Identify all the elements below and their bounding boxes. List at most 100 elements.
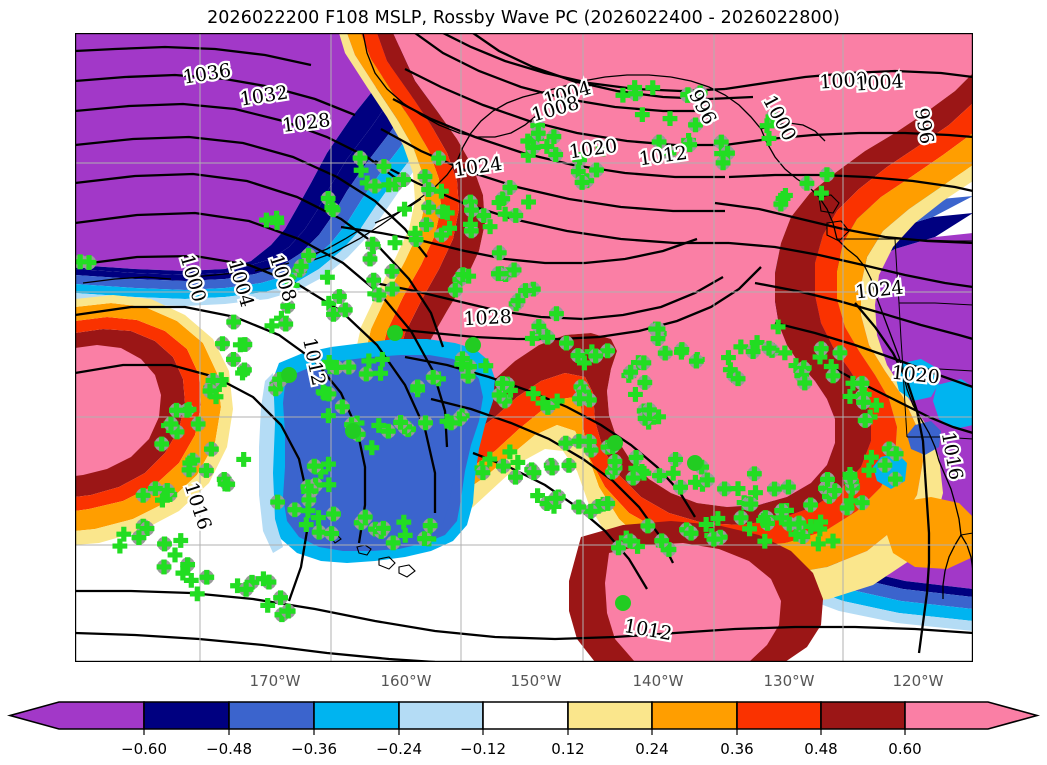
cross-marker-glyph: [169, 402, 184, 418]
cross-marker: [116, 526, 132, 542]
cross-marker: [570, 348, 586, 363]
cross-marker: [376, 159, 392, 174]
cross-marker: [628, 387, 643, 402]
cross-marker: [317, 385, 332, 401]
cross-marker-glyph: [321, 295, 337, 311]
cross-marker-glyph: [371, 418, 387, 433]
cross-marker: [357, 509, 373, 525]
cross-marker: [366, 272, 382, 288]
cross-marker: [856, 387, 872, 402]
cross-marker-glyph: [526, 465, 542, 481]
cross-marker: [770, 319, 786, 335]
colorbar-segment[interactable]: [820, 701, 906, 730]
cross-marker: [442, 220, 457, 236]
cross-marker: [622, 533, 638, 549]
cross-marker: [112, 538, 128, 554]
colorbar-segment[interactable]: [398, 701, 484, 730]
cross-marker: [797, 375, 813, 391]
cross-marker-glyph: [421, 182, 437, 197]
cross-marker: [710, 511, 726, 526]
cross-marker-glyph: [503, 382, 518, 398]
cross-marker: [650, 331, 666, 346]
cross-marker-glyph: [803, 518, 819, 534]
cross-marker: [749, 335, 765, 350]
cross-marker-glyph: [235, 365, 250, 381]
cross-marker-glyph: [274, 310, 289, 326]
cross-marker: [447, 282, 463, 298]
cross-marker: [799, 175, 815, 191]
cross-marker: [748, 485, 763, 501]
cross-marker: [733, 510, 749, 526]
cross-marker-glyph: [334, 399, 350, 415]
cross-marker: [803, 518, 819, 534]
cross-marker-glyph: [777, 345, 793, 361]
cross-marker-glyph: [721, 350, 736, 365]
cross-marker-glyph: [823, 359, 839, 374]
colorbar-segment[interactable]: [313, 701, 400, 730]
cross-marker: [301, 492, 317, 508]
cross-marker: [199, 569, 215, 585]
cross-marker-glyph: [794, 368, 810, 383]
cross-marker: [520, 133, 536, 149]
cross-marker-glyph: [298, 517, 314, 533]
colorbar-segments[interactable]: [6, 701, 1041, 730]
cross-marker-glyph: [720, 145, 735, 161]
cross-marker: [607, 454, 623, 469]
cross-marker: [843, 493, 859, 509]
colorbar[interactable]: −0.60 −0.48 −0.36 −0.24 −0.12 0.12 0.24 0.36 0.4…: [0, 698, 1047, 765]
cross-marker-glyph: [778, 188, 793, 203]
cross-marker-glyph: [832, 345, 848, 361]
colorbar-segment[interactable]: [143, 701, 230, 730]
cross-marker-glyph: [232, 337, 248, 353]
cross-marker: [217, 476, 233, 492]
cross-marker-glyph: [264, 318, 280, 334]
cross-marker-glyph: [321, 477, 337, 493]
cross-marker-glyph: [490, 266, 506, 282]
cross-marker: [397, 527, 413, 543]
cross-marker: [393, 414, 409, 430]
cross-marker: [320, 269, 335, 285]
cross-marker-glyph: [75, 254, 88, 270]
cross-marker-glyph: [628, 450, 644, 465]
colorbar-segment[interactable]: [6, 701, 145, 730]
cross-marker-glyph: [650, 331, 666, 346]
cross-marker: [324, 200, 340, 215]
colorbar-svg[interactable]: [0, 698, 1047, 738]
cross-marker: [651, 134, 667, 150]
cross-marker: [857, 413, 873, 428]
cross-marker-glyph: [270, 494, 286, 510]
cross-marker: [502, 180, 518, 195]
colorbar-segment[interactable]: [567, 701, 653, 730]
cross-marker-glyph: [634, 463, 650, 479]
cross-marker-glyph: [810, 536, 826, 552]
cross-marker-glyph: [320, 191, 336, 206]
cross-marker: [521, 194, 536, 210]
cross-marker: [198, 463, 214, 478]
cross-marker-glyph: [524, 331, 540, 346]
cross-marker-glyph: [407, 225, 423, 241]
colorbar-segment[interactable]: [736, 701, 822, 730]
cross-marker-glyph: [530, 488, 546, 504]
cross-marker-glyph: [226, 351, 241, 367]
cross-marker-glyph: [357, 509, 373, 525]
cross-marker-glyph: [549, 306, 564, 322]
cross-marker-glyph: [781, 516, 797, 532]
cross-marker-glyph: [854, 375, 870, 391]
colorbar-segment[interactable]: [904, 701, 1041, 730]
colorbar-segment[interactable]: [228, 701, 315, 730]
colorbar-segment[interactable]: [651, 701, 738, 730]
cross-marker: [657, 345, 673, 361]
cross-marker: [668, 452, 683, 467]
cross-marker-glyph: [397, 527, 413, 543]
cross-marker: [321, 477, 337, 493]
cross-marker: [454, 356, 470, 372]
cross-marker-glyph: [306, 458, 322, 474]
cross-marker-glyph: [857, 413, 873, 428]
cross-marker: [687, 474, 703, 490]
cross-marker: [540, 329, 556, 345]
cross-marker: [358, 366, 374, 382]
cross-marker-glyph: [668, 452, 683, 467]
cross-marker-glyph: [845, 375, 861, 391]
colorbar-segment[interactable]: [482, 701, 569, 730]
cross-marker-glyph: [326, 506, 341, 522]
